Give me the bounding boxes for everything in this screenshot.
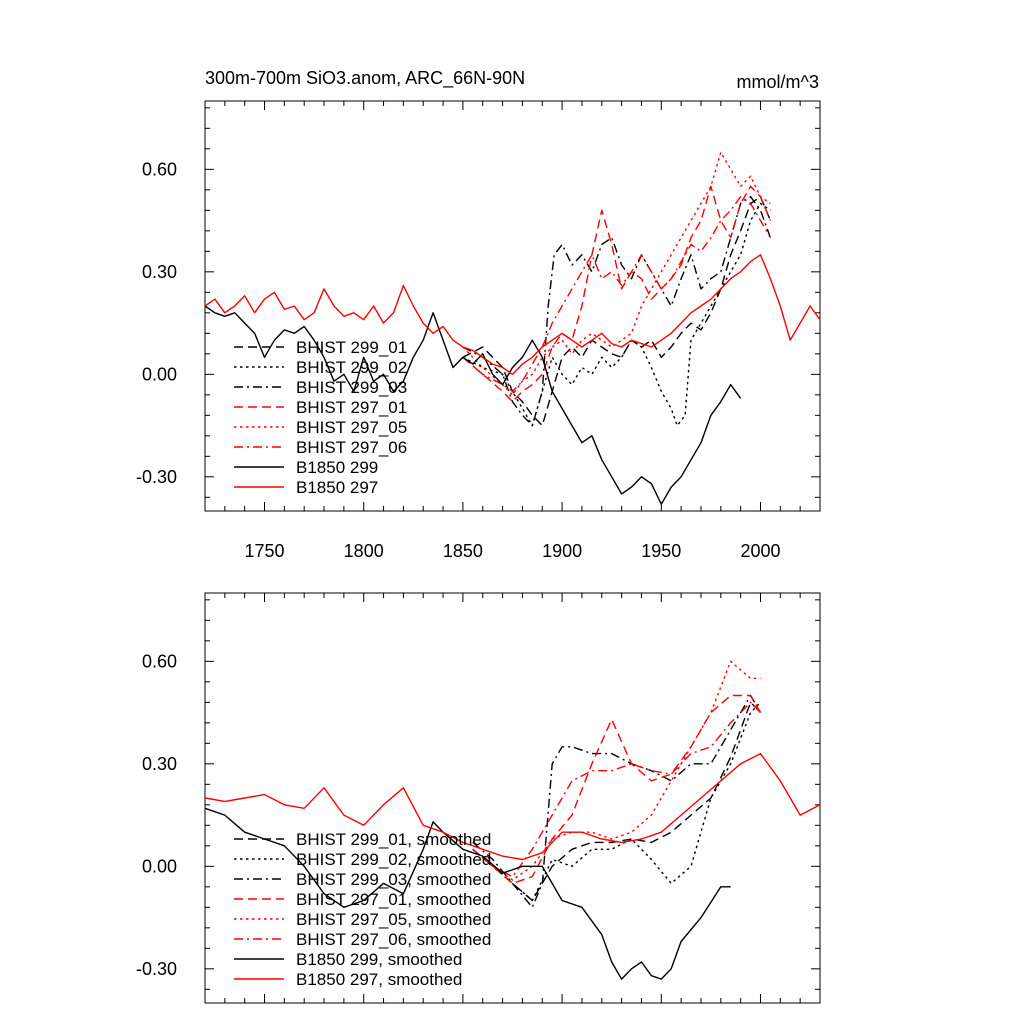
series-line [472, 701, 762, 902]
legend-label: BHIST 299_03 [296, 378, 407, 397]
series-line [472, 701, 762, 902]
series-group-top [204, 151, 821, 505]
y-tick-label: 0.30 [142, 262, 177, 282]
bottom-panel: -0.30 0.00 0.30 0.60 BHIST 299_01, smoothed… [136, 592, 821, 1004]
series-line [462, 202, 771, 427]
x-tick-label: 1750 [244, 541, 284, 561]
series-line [204, 752, 821, 861]
legend-label: B1850 299, smoothed [296, 950, 462, 969]
series-line [462, 185, 772, 403]
legend-label: BHIST 299_01, smoothed [296, 830, 491, 849]
series-group-bottom [204, 660, 821, 980]
legend-label: BHIST 297_01, smoothed [296, 890, 491, 909]
axis-ticks-top: -0.30 0.00 0.30 0.60 1750 1800 1850 1900 1950 200… [136, 101, 821, 561]
legend-label: BHIST 297_05 [296, 418, 407, 437]
legend-label: BHIST 299_01 [296, 338, 407, 357]
series-line [462, 151, 771, 396]
series-line [472, 694, 762, 885]
chart-title: 300m-700m SiO3.anom, ARC_66N-90N [205, 68, 525, 89]
series-line [462, 195, 772, 427]
y-tick-label: 0.00 [142, 364, 177, 384]
legend-label: B1850 297 [296, 478, 378, 497]
legend-label: BHIST 299_02 [296, 358, 407, 377]
legend-label: BHIST 297_01 [296, 398, 407, 417]
y-tick-label: -0.30 [136, 467, 177, 487]
y-tick-label: 0.00 [142, 856, 177, 876]
series-line [472, 660, 761, 881]
x-tick-label: 1900 [542, 541, 582, 561]
x-tick-label: 1950 [641, 541, 681, 561]
chart-units: mmol/m^3 [737, 72, 819, 92]
y-tick-label: 0.30 [142, 754, 177, 774]
series-line [472, 701, 762, 878]
y-tick-label: 0.60 [142, 651, 177, 671]
legend-label: BHIST 299_02, smoothed [296, 850, 491, 869]
series-line [462, 195, 772, 427]
top-panel: 300m-700m SiO3.anom, ARC_66N-90N mmol/m^… [136, 68, 821, 561]
x-tick-label: 1800 [344, 541, 384, 561]
legend-label: B1850 297, smoothed [296, 970, 462, 989]
legend-label: BHIST 297_05, smoothed [296, 910, 491, 929]
legend-label: BHIST 297_06 [296, 438, 407, 457]
legend-label: B1850 299 [296, 458, 378, 477]
series-line [204, 254, 821, 375]
legend-label: BHIST 299_03, smoothed [296, 870, 491, 889]
x-tick-label: 1850 [443, 541, 483, 561]
y-tick-label: 0.60 [142, 159, 177, 179]
legend-label: BHIST 297_06, smoothed [296, 930, 491, 949]
series-line [472, 694, 762, 908]
y-tick-label: -0.30 [136, 959, 177, 979]
series-line [204, 305, 742, 505]
x-tick-label: 2000 [740, 541, 780, 561]
axis-ticks-bottom: -0.30 0.00 0.30 0.60 [136, 593, 821, 1003]
series-line [204, 807, 731, 980]
